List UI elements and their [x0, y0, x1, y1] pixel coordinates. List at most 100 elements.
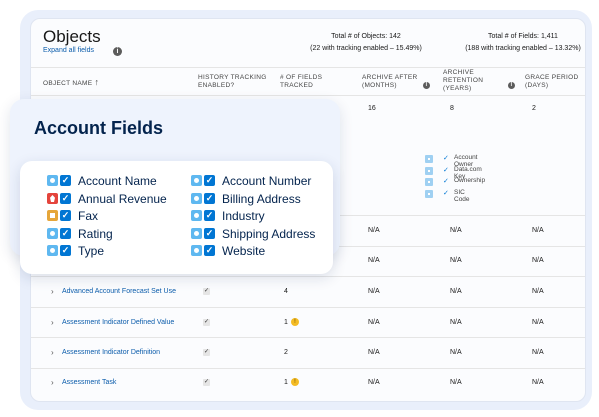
- tracked-field-label: Account Owner: [454, 154, 478, 168]
- field-type-icon: [425, 189, 433, 198]
- field-label: Rating: [78, 227, 113, 241]
- column-header-archive-retention[interactable]: ARCHIVE RETENTION (YEARS) i: [443, 69, 515, 93]
- chevron-right-icon[interactable]: ›: [51, 318, 54, 327]
- row-divider: [31, 368, 585, 369]
- address-field-icon: [191, 193, 202, 204]
- page-title: Objects i: [43, 27, 122, 56]
- row-divider: [31, 307, 585, 308]
- cell-grace-period: N/A: [532, 319, 544, 326]
- object-link[interactable]: Assessment Indicator Definition: [62, 349, 161, 356]
- fields-tracked-value: 1: [284, 378, 288, 386]
- checkbox-checked[interactable]: ✓: [60, 193, 71, 204]
- archive-retention-label-1: ARCHIVE: [443, 69, 474, 76]
- field-label: Fax: [78, 209, 99, 223]
- total-fields: Total # of Fields: 1,411 (188 with track…: [455, 31, 585, 55]
- expand-all-fields-link[interactable]: Expand all fields: [43, 47, 94, 54]
- picklist-field-icon: [47, 245, 58, 256]
- total-fields-tracking: (188 with tracking enabled – 13.32%): [465, 45, 581, 52]
- field-type-icon: [425, 178, 433, 186]
- fax-field-icon: [47, 210, 58, 221]
- cell-archive-retention: N/A: [450, 349, 462, 356]
- cell-archive-retention: N/A: [450, 288, 462, 295]
- cell-grace-period: N/A: [532, 257, 544, 264]
- field-type-icon: [425, 155, 433, 163]
- field-label: Shipping Address: [222, 227, 316, 241]
- object-link[interactable]: Assessment Indicator Defined Value: [62, 319, 175, 326]
- warning-icon[interactable]: !: [290, 378, 299, 386]
- check-icon: ✓: [443, 178, 449, 185]
- warning-icon[interactable]: !: [290, 318, 299, 326]
- cell-fields-tracked: 4: [284, 288, 288, 295]
- text-field-icon: [47, 175, 58, 186]
- field-label: Billing Address: [222, 192, 301, 206]
- archive-retention-label-3: (YEARS): [443, 85, 472, 92]
- column-header-archive-after[interactable]: ARCHIVE AFTER (MONTHS) i: [362, 74, 430, 90]
- account-fields-card: ✓ Account Name ✓ Annual Revenue ✓ Fax ✓ …: [20, 161, 333, 274]
- cell-archive-retention: N/A: [450, 379, 462, 386]
- archive-retention-label-2: RETENTION: [443, 77, 484, 84]
- cell-grace-period: 2: [532, 105, 536, 112]
- cell-archive-after: 16: [368, 105, 376, 112]
- info-icon[interactable]: i: [113, 47, 122, 56]
- chevron-right-icon[interactable]: ›: [51, 378, 54, 387]
- object-link[interactable]: Assessment Task: [62, 379, 117, 386]
- account-fields-title: Account Fields: [34, 118, 164, 138]
- checkbox-checked[interactable]: ✓: [60, 175, 71, 186]
- cell-grace-period: N/A: [532, 227, 544, 234]
- checkbox-checked[interactable]: ✓: [204, 175, 215, 186]
- column-header-fields-tracked[interactable]: # OF FIELDS TRACKED: [280, 74, 322, 90]
- field-type-icon: [425, 166, 433, 175]
- check-icon: ✓: [443, 166, 449, 174]
- cell-archive-after: N/A: [368, 288, 380, 295]
- check-icon: ✓: [443, 155, 449, 162]
- cell-archive-retention: N/A: [450, 319, 462, 326]
- checkbox-checked[interactable]: ✓: [204, 210, 215, 221]
- checkbox-checked[interactable]: ✓: [204, 193, 215, 204]
- chevron-right-icon[interactable]: ›: [51, 287, 54, 296]
- column-header-history-tracking[interactable]: HISTORY TRACKING ENABLED?: [198, 74, 267, 90]
- currency-field-icon: [47, 193, 58, 204]
- field-label: Type: [78, 244, 105, 258]
- tracking-checkbox: ✓: [203, 379, 210, 386]
- archive-after-label-2: (MONTHS): [362, 82, 397, 89]
- cell-archive-after: N/A: [368, 227, 380, 234]
- tracking-checkbox: ✓: [203, 349, 210, 356]
- history-tracking-label-2: ENABLED?: [198, 82, 235, 89]
- field-label: Website: [222, 244, 266, 258]
- checkbox-checked[interactable]: ✓: [60, 228, 71, 239]
- cell-fields-tracked: 1!: [284, 378, 299, 386]
- cell-archive-after: N/A: [368, 349, 380, 356]
- field-label: Annual Revenue: [78, 192, 167, 206]
- checkbox-checked[interactable]: ✓: [60, 210, 71, 221]
- chevron-right-icon[interactable]: ›: [51, 348, 54, 357]
- cell-archive-retention: N/A: [450, 257, 462, 264]
- fields-tracked-label-1: # OF FIELDS: [280, 74, 323, 81]
- tracked-field-label: Ownership: [454, 177, 486, 184]
- archive-retention-info-icon[interactable]: i: [508, 82, 515, 89]
- fields-tracked-label-2: TRACKED: [280, 82, 314, 89]
- object-link[interactable]: Advanced Account Forecast Set Use: [62, 288, 177, 295]
- checkbox-checked[interactable]: ✓: [60, 245, 71, 256]
- history-tracking-label-1: HISTORY TRACKING: [198, 74, 267, 81]
- total-objects-tracking: (22 with tracking enabled – 15.49%): [310, 45, 422, 52]
- archive-after-label-1: ARCHIVE AFTER: [362, 74, 418, 81]
- column-header-grace-period[interactable]: GRACE PERIOD (DAYS): [525, 74, 578, 90]
- checkbox-checked[interactable]: ✓: [204, 245, 215, 256]
- checkbox-checked[interactable]: ✓: [204, 228, 215, 239]
- object-name-label: OBJECT NAME: [43, 80, 93, 87]
- total-fields-count: Total # of Fields: 1,411: [488, 33, 558, 40]
- cell-grace-period: N/A: [532, 288, 544, 295]
- fields-tracked-value: 1: [284, 318, 288, 326]
- archive-after-info-icon[interactable]: i: [423, 82, 430, 89]
- address-field-icon: [191, 228, 202, 239]
- cell-grace-period: N/A: [532, 379, 544, 386]
- page-title-text: Objects: [43, 27, 101, 46]
- cell-archive-after: N/A: [368, 379, 380, 386]
- cell-archive-retention: 8: [450, 105, 454, 112]
- picklist-field-icon: [47, 228, 58, 239]
- tracked-field-label: SIC Code: [454, 188, 470, 203]
- check-icon: ✓: [443, 189, 449, 197]
- tracking-checkbox: ✓: [203, 288, 210, 295]
- cell-grace-period: N/A: [532, 349, 544, 356]
- column-header-object-name[interactable]: OBJECT NAME ↑: [43, 78, 99, 88]
